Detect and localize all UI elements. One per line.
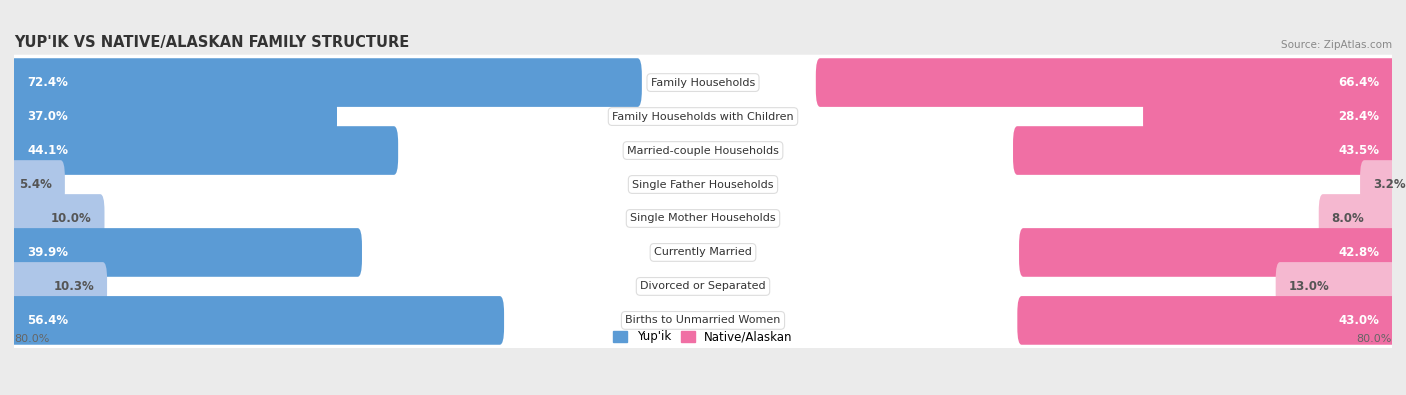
FancyBboxPatch shape [11, 55, 1395, 111]
FancyBboxPatch shape [11, 157, 1395, 213]
FancyBboxPatch shape [1360, 160, 1396, 209]
Text: Married-couple Households: Married-couple Households [627, 145, 779, 156]
Legend: Yup'ik, Native/Alaskan: Yup'ik, Native/Alaskan [609, 325, 797, 348]
Text: 80.0%: 80.0% [1357, 334, 1392, 344]
Text: 43.0%: 43.0% [1339, 314, 1379, 327]
FancyBboxPatch shape [13, 157, 1395, 213]
Text: Currently Married: Currently Married [654, 247, 752, 258]
Text: 5.4%: 5.4% [20, 178, 52, 191]
FancyBboxPatch shape [11, 191, 1395, 246]
Text: Family Households: Family Households [651, 77, 755, 88]
Text: 43.5%: 43.5% [1339, 144, 1379, 157]
Text: 44.1%: 44.1% [27, 144, 67, 157]
Text: Single Father Households: Single Father Households [633, 179, 773, 190]
FancyBboxPatch shape [10, 228, 361, 277]
FancyBboxPatch shape [10, 58, 643, 107]
Text: Single Mother Households: Single Mother Households [630, 213, 776, 224]
FancyBboxPatch shape [1012, 126, 1396, 175]
FancyBboxPatch shape [10, 92, 337, 141]
FancyBboxPatch shape [1019, 228, 1396, 277]
FancyBboxPatch shape [10, 296, 505, 345]
FancyBboxPatch shape [11, 293, 1395, 348]
Text: 80.0%: 80.0% [14, 334, 49, 344]
Text: 72.4%: 72.4% [27, 76, 67, 89]
Text: 42.8%: 42.8% [1339, 246, 1379, 259]
FancyBboxPatch shape [1018, 296, 1396, 345]
Text: Divorced or Separated: Divorced or Separated [640, 282, 766, 292]
FancyBboxPatch shape [13, 259, 1395, 315]
Text: Family Households with Children: Family Households with Children [612, 111, 794, 122]
Text: Source: ZipAtlas.com: Source: ZipAtlas.com [1281, 40, 1392, 50]
Text: 39.9%: 39.9% [27, 246, 67, 259]
FancyBboxPatch shape [13, 225, 1395, 281]
Text: YUP'IK VS NATIVE/ALASKAN FAMILY STRUCTURE: YUP'IK VS NATIVE/ALASKAN FAMILY STRUCTUR… [14, 35, 409, 50]
FancyBboxPatch shape [1319, 194, 1396, 243]
Text: 56.4%: 56.4% [27, 314, 67, 327]
Text: 13.0%: 13.0% [1289, 280, 1329, 293]
FancyBboxPatch shape [11, 89, 1395, 145]
Text: 10.3%: 10.3% [53, 280, 94, 293]
Text: 37.0%: 37.0% [27, 110, 67, 123]
FancyBboxPatch shape [10, 160, 65, 209]
FancyBboxPatch shape [13, 293, 1395, 349]
Text: 66.4%: 66.4% [1339, 76, 1379, 89]
FancyBboxPatch shape [13, 191, 1395, 247]
FancyBboxPatch shape [10, 126, 398, 175]
Text: Births to Unmarried Women: Births to Unmarried Women [626, 316, 780, 325]
FancyBboxPatch shape [10, 194, 104, 243]
FancyBboxPatch shape [13, 123, 1395, 179]
FancyBboxPatch shape [13, 55, 1395, 111]
FancyBboxPatch shape [11, 123, 1395, 179]
Text: 28.4%: 28.4% [1339, 110, 1379, 123]
FancyBboxPatch shape [10, 262, 107, 311]
Text: 3.2%: 3.2% [1374, 178, 1406, 191]
FancyBboxPatch shape [13, 89, 1395, 145]
FancyBboxPatch shape [1275, 262, 1396, 311]
Text: 8.0%: 8.0% [1331, 212, 1364, 225]
Text: 10.0%: 10.0% [51, 212, 91, 225]
FancyBboxPatch shape [11, 225, 1395, 280]
FancyBboxPatch shape [815, 58, 1396, 107]
FancyBboxPatch shape [11, 259, 1395, 314]
FancyBboxPatch shape [1143, 92, 1396, 141]
